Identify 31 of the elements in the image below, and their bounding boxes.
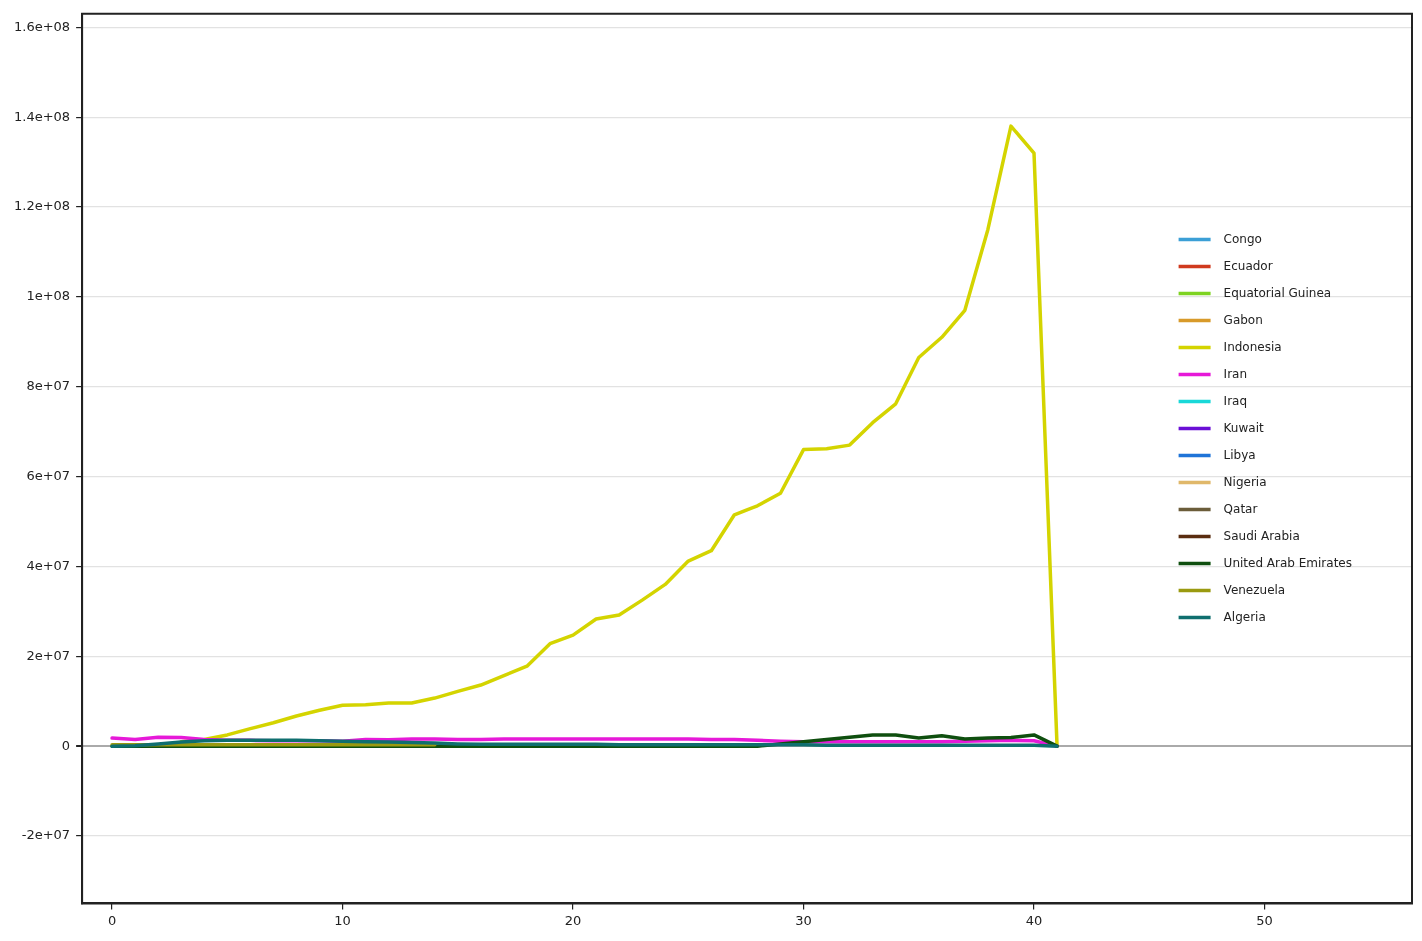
x-tick-label: 0 — [107, 912, 117, 928]
legend-label: Nigeria — [1223, 474, 1267, 489]
legend-label: Qatar — [1223, 501, 1258, 516]
legend-label: Libya — [1223, 447, 1256, 462]
y-tick-label: 1.4e+08 — [14, 108, 71, 124]
y-tick-label: 1.6e+08 — [14, 18, 71, 34]
y-tick-label: -2e+07 — [21, 827, 71, 843]
legend-label: Iraq — [1223, 393, 1248, 408]
legend-label: Algeria — [1223, 609, 1266, 624]
legend-label: Equatorial Guinea — [1223, 285, 1332, 300]
y-tick-label: 8e+07 — [26, 378, 71, 394]
legend-label: Venezuela — [1223, 582, 1286, 597]
legend-label: Indonesia — [1223, 339, 1282, 354]
legend-label: Kuwait — [1223, 420, 1264, 435]
y-tick-label: 1e+08 — [26, 288, 71, 304]
y-tick-label: 2e+07 — [26, 647, 71, 663]
y-tick-label: 1.2e+08 — [14, 198, 71, 214]
x-tick-label: 10 — [334, 912, 351, 928]
y-tick-label: 6e+07 — [26, 467, 71, 483]
legend-label: Gabon — [1223, 312, 1263, 327]
y-tick-label: 4e+07 — [26, 557, 71, 573]
legend-label: Congo — [1223, 231, 1262, 246]
x-tick-label: 20 — [564, 912, 582, 928]
y-tick-label: 0 — [61, 737, 71, 753]
x-tick-label: 50 — [1256, 912, 1273, 928]
legend-label: Ecuador — [1223, 258, 1273, 273]
legend-label: United Arab Emirates — [1223, 555, 1352, 570]
legend-label: Iran — [1223, 366, 1248, 381]
x-tick-label: 30 — [795, 912, 812, 928]
x-tick-label: 40 — [1025, 912, 1043, 928]
legend-label: Saudi Arabia — [1223, 528, 1300, 543]
